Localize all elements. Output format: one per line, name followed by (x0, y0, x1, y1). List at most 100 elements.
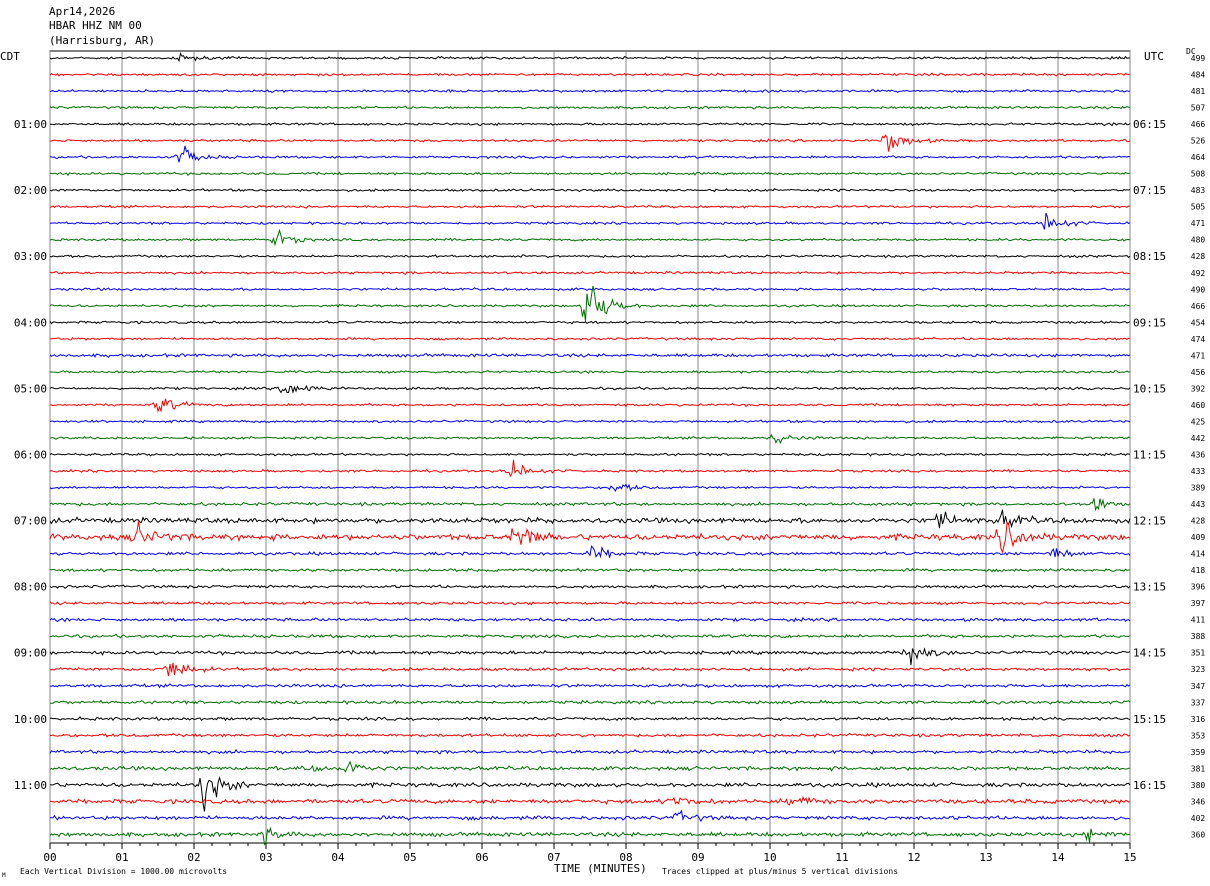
header-station: HBAR HHZ NM 00 (49, 19, 142, 32)
x-tick-label: 04 (331, 851, 345, 864)
trace-line (49, 509, 1131, 529)
x-tick-label: 00 (43, 851, 56, 864)
header-date: Apr14,2026 (49, 5, 116, 18)
dc-offset-label: 380 (1191, 781, 1206, 790)
dc-offset-label: 454 (1191, 318, 1206, 327)
utc-hour-label: 14:15 (1133, 647, 1166, 660)
trace-line (49, 105, 1131, 110)
trace-line (49, 51, 1131, 63)
trace-line (49, 254, 1131, 259)
dc-offset-label: 396 (1191, 583, 1206, 592)
utc-hour-label: 10:15 (1133, 382, 1166, 395)
x-tick-label: 03 (259, 851, 272, 864)
plot-frame (49, 50, 1131, 844)
cdt-hour-label: 03:00 (14, 250, 47, 263)
dc-offset-label: 351 (1191, 649, 1206, 658)
x-tick-label: 05 (403, 851, 416, 864)
trace-line (49, 459, 1131, 478)
dc-offset-label: 392 (1191, 384, 1206, 393)
dc-offset-label: 466 (1191, 302, 1206, 311)
dc-offset-label: 397 (1191, 599, 1206, 608)
trace-line (49, 760, 1131, 773)
dc-offset-label: 388 (1191, 632, 1206, 641)
trace-line (49, 452, 1131, 457)
utc-hour-label: 11:15 (1133, 448, 1166, 461)
scale-note: Each Vertical Division = 1000.00 microvo… (20, 867, 228, 876)
trace-line (49, 584, 1131, 590)
dc-offset-label: 428 (1191, 517, 1206, 526)
trace-line (49, 567, 1131, 573)
trace-line (49, 270, 1131, 275)
trace-line (49, 662, 1131, 677)
dc-offset-label: 353 (1191, 731, 1206, 740)
cdt-hour-label: 09:00 (14, 647, 47, 660)
trace-line (49, 285, 1131, 322)
dc-offset-label: 460 (1191, 401, 1206, 410)
dc-offset-label: 499 (1191, 54, 1206, 63)
trace-line (49, 616, 1131, 623)
cdt-hour-label: 07:00 (14, 515, 47, 528)
dc-offset-label: 402 (1191, 814, 1206, 823)
trace-line (49, 134, 1131, 152)
dc-label: DC (1186, 47, 1196, 56)
utc-hour-label: 09:15 (1133, 316, 1166, 329)
cdt-hour-label: 10:00 (14, 713, 47, 726)
utc-hour-label: 08:15 (1133, 250, 1166, 263)
trace-line (49, 433, 1131, 445)
dc-offset-label: 490 (1191, 285, 1206, 294)
dc-offset-label: 484 (1191, 71, 1206, 80)
x-tick-label: 09 (691, 851, 704, 864)
cdt-hour-label: 08:00 (14, 581, 47, 594)
x-tick-label: 01 (115, 851, 128, 864)
trace-line (49, 336, 1131, 341)
trace-line (50, 809, 1131, 823)
cdt-hour-label: 01:00 (14, 118, 47, 131)
trace-line (49, 683, 1131, 689)
trace-line (50, 398, 1131, 413)
cdt-hour-label: 06:00 (14, 448, 47, 461)
x-tick-label: 13 (979, 851, 992, 864)
dc-offset-label: 466 (1191, 120, 1206, 129)
dc-offset-label: 480 (1191, 236, 1206, 245)
trace-line (49, 419, 1131, 424)
trace-line (49, 775, 1131, 812)
dc-offset-label: 381 (1191, 764, 1206, 773)
trace-line (49, 633, 1131, 639)
dc-offset-label: 508 (1191, 170, 1206, 179)
trace-line (49, 320, 1131, 325)
dc-offset-label: 526 (1191, 137, 1206, 146)
trace-line (49, 171, 1131, 177)
trace-line (49, 89, 1131, 94)
clip-note: Traces clipped at plus/minus 5 vertical … (662, 867, 899, 876)
dc-offset-label: 359 (1191, 748, 1206, 757)
trace-line (49, 204, 1131, 209)
dc-offset-label: 507 (1191, 104, 1206, 113)
utc-hour-label: 06:15 (1133, 118, 1166, 131)
dc-offset-label: 323 (1191, 665, 1206, 674)
cdt-hour-label: 04:00 (14, 316, 47, 329)
trace-line (49, 545, 1131, 559)
dc-offset-label: 414 (1191, 550, 1206, 559)
dc-offset-label: 464 (1191, 153, 1206, 162)
left-timezone-label: CDT (0, 50, 20, 63)
trace-line (50, 122, 1131, 127)
trace-line (49, 521, 1131, 554)
cdt-hour-label: 02:00 (14, 184, 47, 197)
trace-line (49, 188, 1131, 193)
dc-offset-label: 474 (1191, 335, 1206, 344)
utc-hour-label: 16:15 (1133, 779, 1166, 792)
dc-offset-label: 347 (1191, 682, 1206, 691)
right-timezone-label: UTC (1144, 50, 1164, 63)
trace-line (49, 72, 1131, 77)
utc-hour-label: 13:15 (1133, 581, 1166, 594)
x-tick-label: 02 (187, 851, 200, 864)
trace-line (49, 826, 1131, 846)
dc-offset-label: 411 (1191, 616, 1206, 625)
dc-offset-label: 456 (1191, 368, 1206, 377)
trace-line (49, 716, 1131, 722)
x-tick-label: 10 (763, 851, 776, 864)
dc-offset-label: 428 (1191, 252, 1206, 261)
trace-line (49, 795, 1131, 806)
dc-offset-label: 481 (1191, 87, 1206, 96)
